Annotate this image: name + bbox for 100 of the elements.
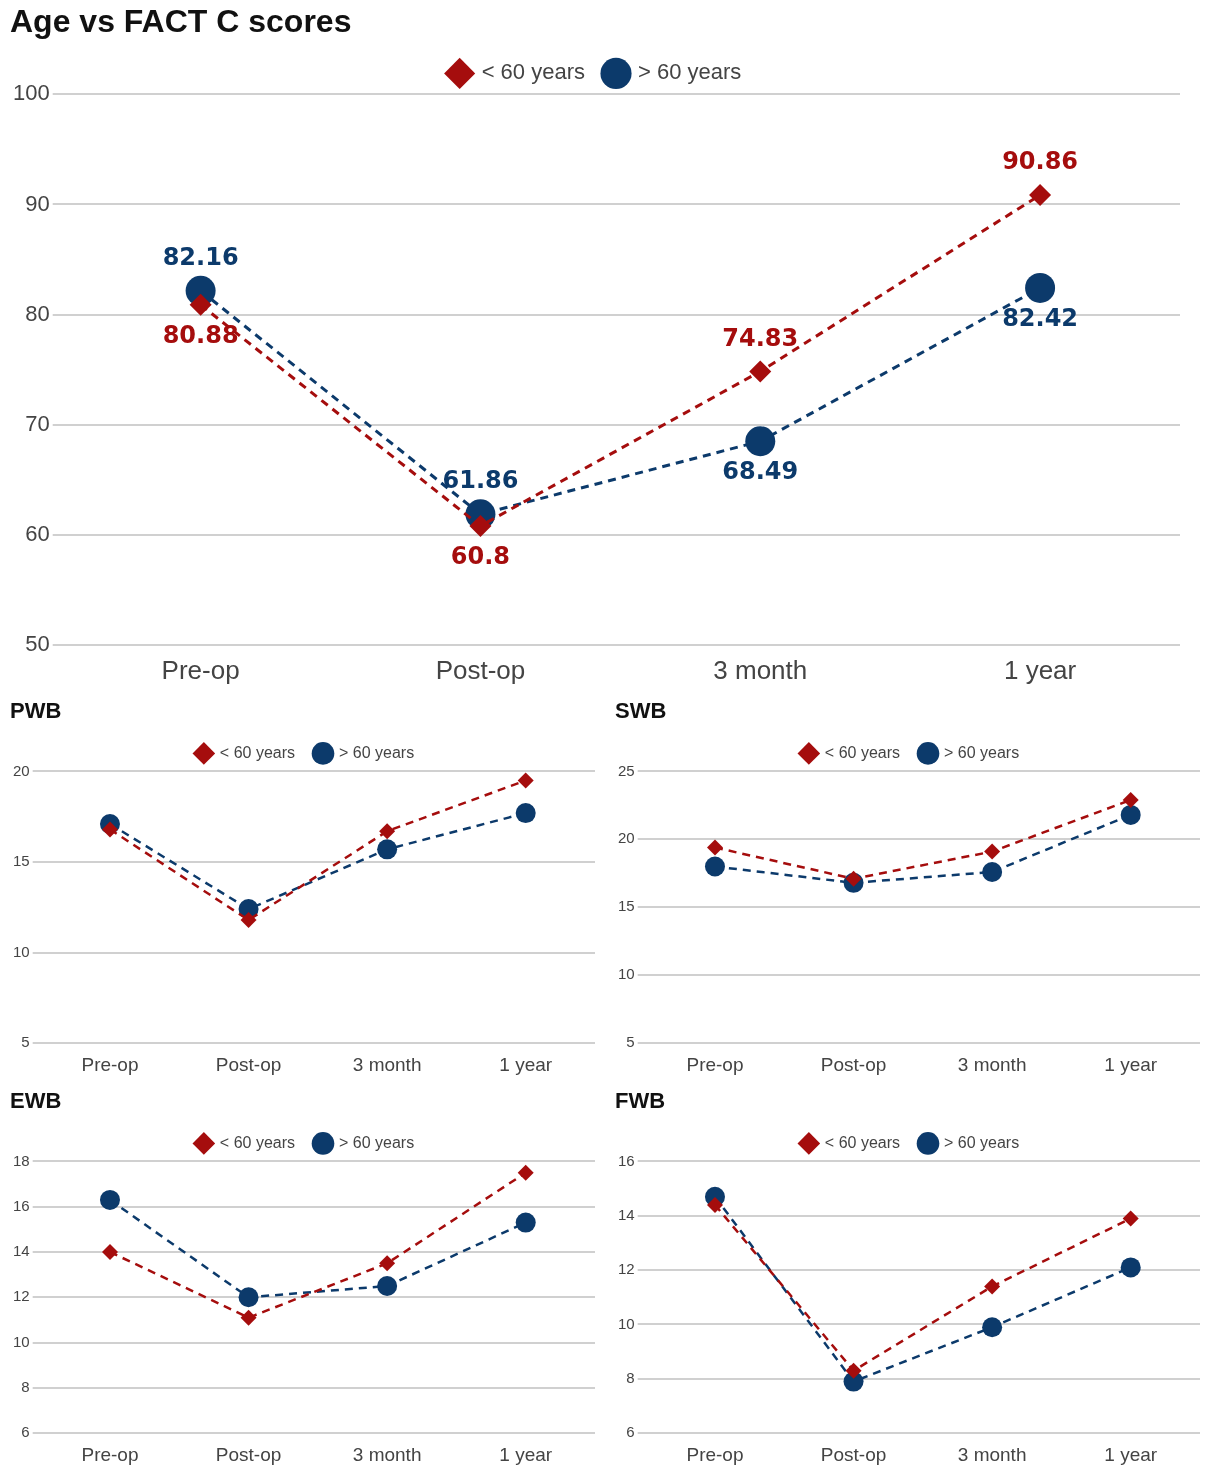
x-tick-label: Post-op (435, 654, 526, 685)
legend-label: > 60 years (638, 59, 742, 85)
legend-label: > 60 years (339, 743, 415, 761)
data-label: 80.88 (162, 321, 239, 350)
y-tick-label: 90 (25, 190, 50, 216)
y-tick-label: 60 (25, 520, 50, 546)
data-label: 74.83 (722, 323, 799, 352)
point (240, 911, 257, 928)
point (1120, 1257, 1141, 1278)
x-tick-label: Post-op (820, 1443, 887, 1465)
x-tick-label: Post-op (215, 1443, 282, 1465)
x-tick-label: 3 month (352, 1053, 422, 1075)
x-tick-label: Post-op (215, 1053, 282, 1075)
x-tick-label: Pre-op (686, 1443, 744, 1465)
y-tick-label: 10 (618, 965, 635, 983)
y-tick-label: 10 (618, 1314, 635, 1332)
y-tick-label: 10 (13, 1332, 30, 1350)
y-tick-label: 20 (13, 761, 30, 779)
y-tick-label: 8 (626, 1368, 635, 1386)
x-tick-label: 1 year (1104, 1053, 1158, 1075)
x-tick-label: 1 year (499, 1053, 553, 1075)
x-tick-label: Pre-op (81, 1443, 139, 1465)
point (982, 1317, 1003, 1338)
x-tick-label: 1 year (1104, 1443, 1158, 1465)
data-label: 61.86 (442, 466, 519, 495)
point (706, 1196, 723, 1213)
y-tick-label: 12 (13, 1287, 30, 1305)
legend-label: < 60 years (824, 1133, 900, 1151)
point (704, 856, 725, 877)
point (749, 360, 772, 383)
point (517, 1164, 534, 1181)
point (845, 1362, 862, 1379)
point (1122, 791, 1139, 808)
y-tick-label: 20 (618, 829, 635, 847)
y-tick-label: 16 (618, 1151, 635, 1169)
data-label: 82.16 (162, 243, 239, 272)
point (984, 1278, 1001, 1295)
y-tick-label: 10 (13, 942, 30, 960)
y-tick-label: 50 (25, 630, 50, 656)
chart-title: EWB (10, 1088, 62, 1114)
chart-title: PWB (10, 698, 62, 724)
x-tick-label: 3 month (957, 1443, 1027, 1465)
legend-label: > 60 years (339, 1133, 415, 1151)
y-tick-label: 70 (25, 410, 50, 436)
x-tick-label: 1 year (499, 1443, 553, 1465)
point (377, 839, 398, 860)
point (745, 426, 776, 457)
point (845, 870, 862, 887)
y-tick-label: 18 (13, 1151, 30, 1169)
point (517, 772, 534, 789)
point (377, 1275, 398, 1296)
y-tick-label: 15 (13, 852, 30, 870)
y-tick-label: 80 (25, 300, 50, 326)
y-tick-label: 15 (618, 897, 635, 915)
chart-title: FWB (615, 1088, 666, 1114)
data-label: 82.42 (1002, 304, 1079, 333)
point (99, 1189, 120, 1210)
y-tick-label: 14 (618, 1205, 635, 1223)
y-tick-label: 8 (21, 1378, 30, 1396)
x-tick-label: 3 month (713, 654, 808, 685)
point (982, 861, 1003, 882)
point (101, 1244, 118, 1260)
point (1025, 272, 1056, 303)
point (1120, 804, 1141, 825)
y-tick-label: 5 (626, 1033, 635, 1051)
x-tick-label: 3 month (957, 1053, 1027, 1075)
point (379, 823, 396, 840)
data-label: 68.49 (722, 457, 799, 486)
data-label: 90.86 (1002, 147, 1079, 176)
x-tick-label: Post-op (820, 1053, 887, 1075)
legend-label: < 60 years (219, 743, 295, 761)
point (706, 839, 723, 856)
y-tick-label: 6 (626, 1423, 635, 1441)
legend-label: < 60 years (219, 1133, 295, 1151)
point (240, 1309, 257, 1326)
legend-label: < 60 years (824, 743, 900, 761)
y-tick-label: 5 (21, 1033, 30, 1051)
point (101, 821, 118, 838)
y-tick-label: 25 (618, 761, 635, 779)
point (238, 1287, 259, 1308)
chart-title: SWB (615, 698, 667, 724)
point (379, 1255, 396, 1272)
y-tick-label: 100 (12, 80, 50, 106)
y-tick-label: 6 (21, 1423, 30, 1441)
x-tick-label: Pre-op (161, 654, 240, 685)
point (1029, 184, 1052, 207)
x-tick-label: 1 year (1003, 654, 1077, 685)
point (189, 293, 212, 316)
data-label: 60.8 (450, 542, 511, 571)
legend-label: < 60 years (481, 59, 585, 85)
y-tick-label: 16 (13, 1196, 30, 1214)
chart-title: Age vs FACT C scores (10, 3, 352, 40)
point (469, 514, 492, 537)
y-tick-label: 14 (13, 1242, 30, 1260)
x-tick-label: Pre-op (686, 1053, 744, 1075)
point (984, 843, 1001, 860)
x-tick-label: Pre-op (81, 1053, 139, 1075)
y-tick-label: 12 (618, 1260, 635, 1278)
x-tick-label: 3 month (352, 1443, 422, 1465)
point (1122, 1210, 1139, 1227)
